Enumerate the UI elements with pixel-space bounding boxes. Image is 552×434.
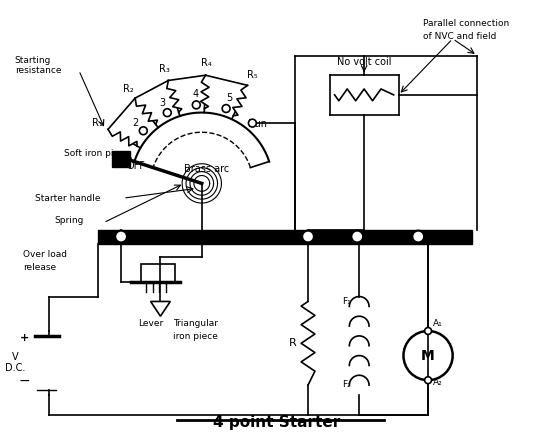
Text: 1: 1 bbox=[114, 151, 120, 161]
Circle shape bbox=[222, 105, 230, 112]
Circle shape bbox=[424, 328, 432, 335]
Text: Starting
resistance: Starting resistance bbox=[15, 56, 61, 75]
Text: Starter handle: Starter handle bbox=[35, 194, 100, 203]
Text: Over load: Over load bbox=[23, 250, 67, 259]
Text: Spring: Spring bbox=[54, 216, 83, 225]
Text: F₁: F₁ bbox=[343, 297, 351, 306]
Text: Lever: Lever bbox=[138, 319, 163, 328]
Bar bbox=[112, 151, 130, 167]
Text: 4: 4 bbox=[193, 89, 199, 99]
Text: No volt coil: No volt coil bbox=[337, 57, 391, 67]
Text: −: − bbox=[19, 374, 30, 388]
Circle shape bbox=[123, 155, 131, 163]
Text: R₃: R₃ bbox=[159, 64, 170, 74]
Text: Run: Run bbox=[248, 119, 267, 129]
Text: 2: 2 bbox=[132, 118, 139, 128]
Circle shape bbox=[115, 230, 127, 243]
Text: L: L bbox=[129, 231, 135, 242]
Text: Brass arc: Brass arc bbox=[184, 164, 229, 174]
Bar bbox=[98, 230, 473, 244]
Circle shape bbox=[302, 230, 314, 243]
Text: 3: 3 bbox=[160, 98, 166, 108]
Text: R₅: R₅ bbox=[247, 69, 258, 79]
Text: Soft iron piece: Soft iron piece bbox=[64, 149, 130, 158]
Text: F₂: F₂ bbox=[343, 380, 351, 389]
Circle shape bbox=[424, 377, 432, 384]
Text: V
D.C.: V D.C. bbox=[4, 352, 25, 373]
Text: OFF: OFF bbox=[126, 161, 146, 171]
Text: Triangular: Triangular bbox=[173, 319, 218, 328]
Circle shape bbox=[412, 230, 424, 243]
Text: iron piece: iron piece bbox=[173, 332, 218, 341]
Text: R₁: R₁ bbox=[92, 118, 103, 128]
Bar bbox=[141, 264, 175, 282]
Circle shape bbox=[163, 109, 171, 117]
Text: A: A bbox=[426, 231, 434, 242]
Text: R₂: R₂ bbox=[123, 84, 133, 94]
Text: R: R bbox=[289, 338, 296, 348]
Text: A₂: A₂ bbox=[433, 378, 443, 387]
Text: 5: 5 bbox=[226, 93, 232, 103]
Text: M: M bbox=[421, 349, 435, 362]
Circle shape bbox=[192, 101, 200, 109]
Circle shape bbox=[351, 230, 363, 243]
Text: release: release bbox=[23, 263, 56, 272]
Text: +: + bbox=[20, 333, 29, 343]
Circle shape bbox=[139, 127, 147, 135]
Text: A₁: A₁ bbox=[433, 319, 443, 328]
Text: Parallel connection: Parallel connection bbox=[423, 19, 509, 28]
Text: F: F bbox=[365, 231, 371, 242]
Text: R₄: R₄ bbox=[200, 59, 211, 69]
Text: N: N bbox=[316, 231, 324, 242]
Text: 4 point Starter: 4 point Starter bbox=[213, 414, 340, 430]
Circle shape bbox=[248, 119, 256, 127]
Text: of NVC and field: of NVC and field bbox=[423, 32, 497, 41]
